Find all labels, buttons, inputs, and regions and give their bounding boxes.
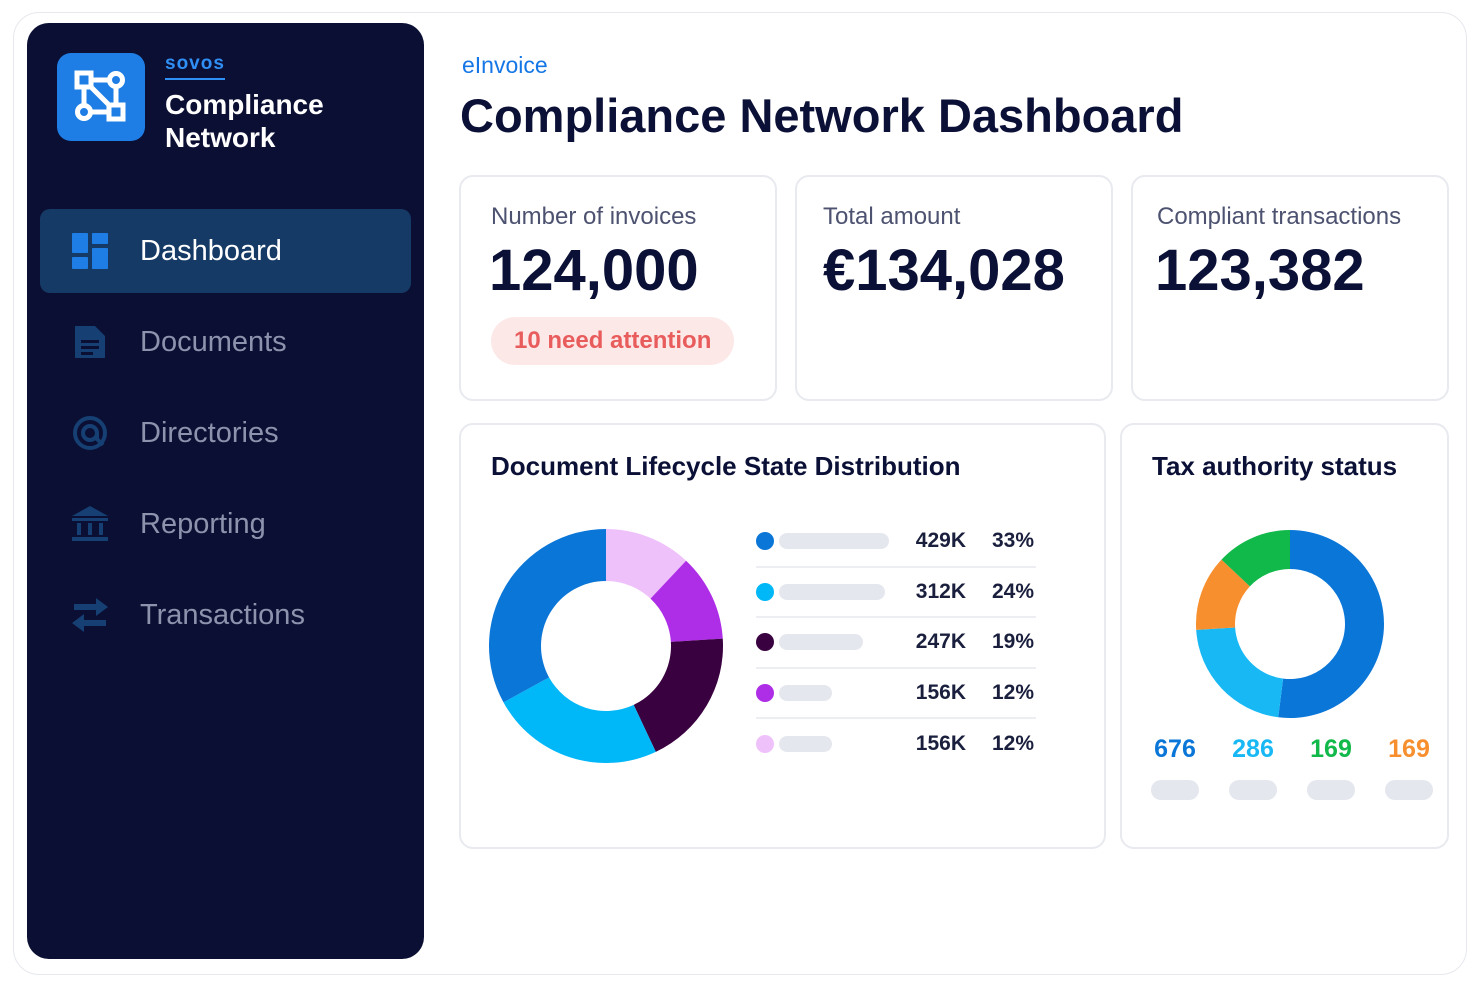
brand[interactable]: sovos Compliance Network xyxy=(57,53,324,154)
legend-bar xyxy=(779,634,863,651)
lifecycle-donut-slice[interactable] xyxy=(503,677,656,763)
kpi-card-compliant-transactions[interactable]: Compliant transactions 123,382 xyxy=(1131,175,1449,401)
product-name-line1: Compliance xyxy=(165,89,324,120)
page-title: Compliance Network Dashboard xyxy=(460,89,1184,142)
tax-value: 286 xyxy=(1232,735,1274,763)
directory-at-icon xyxy=(70,413,110,453)
tax-pill xyxy=(1229,780,1277,800)
tax-value: 169 xyxy=(1310,735,1352,763)
tax-pill xyxy=(1151,780,1199,800)
tax-pill xyxy=(1385,780,1433,800)
kpi-label: Total amount xyxy=(823,203,961,230)
product-name-line2: Network xyxy=(165,122,276,153)
lifecycle-legend: 429K 33% 312K 24% 247K 19% 156K 12% 156K… xyxy=(756,517,1036,770)
legend-row[interactable]: 429K 33% xyxy=(756,517,1036,568)
chart-title: Tax authority status xyxy=(1152,451,1398,481)
kpi-label: Number of invoices xyxy=(491,203,697,230)
chart-title: Document Lifecycle State Distribution xyxy=(491,451,961,481)
attention-badge[interactable]: 10 need attention xyxy=(491,317,735,365)
lifecycle-donut-slice[interactable] xyxy=(650,560,723,642)
kpi-card-total-amount[interactable]: Total amount €134,028 xyxy=(795,175,1113,401)
breadcrumb[interactable]: eInvoice xyxy=(462,52,548,78)
tax-donut-slice[interactable] xyxy=(1278,530,1384,718)
legend-bar xyxy=(779,533,889,550)
company-name: sovos xyxy=(165,53,225,80)
lifecycle-donut-slice[interactable] xyxy=(606,529,687,599)
swap-arrows-icon xyxy=(70,595,110,635)
legend-dot xyxy=(756,633,774,652)
legend-value: 312K xyxy=(915,579,966,603)
kpi-label: Compliant transactions xyxy=(1157,203,1402,230)
legend-bar xyxy=(779,583,885,600)
legend-percent: 12% xyxy=(991,680,1034,704)
legend-dot xyxy=(756,735,774,754)
sidebar-item-reporting[interactable]: Reporting xyxy=(40,482,411,566)
legend-dot xyxy=(756,532,774,551)
tax-donut-slice[interactable] xyxy=(1196,627,1284,718)
legend-value: 247K xyxy=(915,630,966,654)
tax-value: 169 xyxy=(1388,735,1430,763)
sidebar-item-label: Documents xyxy=(140,325,287,358)
lifecycle-donut-slice[interactable] xyxy=(633,638,723,752)
legend-percent: 12% xyxy=(991,732,1034,756)
lifecycle-chart-card: Document Lifecycle State Distribution 42… xyxy=(459,423,1106,849)
network-nodes-icon xyxy=(57,53,145,141)
tax-stat[interactable]: 286 xyxy=(1220,735,1286,800)
sidebar-item-label: Dashboard xyxy=(140,234,282,267)
sidebar: sovos Compliance Network Dashboard xyxy=(27,23,424,959)
tax-stat[interactable]: 169 xyxy=(1376,735,1442,800)
sidebar-item-directories[interactable]: Directories xyxy=(40,391,411,475)
tax-stat[interactable]: 169 xyxy=(1298,735,1364,800)
sidebar-item-label: Reporting xyxy=(140,507,266,540)
tax-stat[interactable]: 676 xyxy=(1142,735,1208,800)
sidebar-item-label: Directories xyxy=(140,416,279,449)
document-icon xyxy=(70,322,110,362)
tax-value: 676 xyxy=(1154,735,1196,763)
legend-percent: 24% xyxy=(991,579,1034,603)
tax-status-card: Tax authority status 676 286 169 169 xyxy=(1120,423,1449,849)
legend-percent: 19% xyxy=(991,630,1034,654)
legend-value: 156K xyxy=(915,680,966,704)
tax-donut-chart xyxy=(1196,530,1384,718)
kpi-card-invoices[interactable]: Number of invoices 124,000 10 need atten… xyxy=(459,175,777,401)
bank-building-icon xyxy=(70,504,110,544)
sidebar-item-transactions[interactable]: Transactions xyxy=(40,573,411,657)
kpi-value: 123,382 xyxy=(1155,238,1365,303)
legend-bar xyxy=(779,684,832,701)
lifecycle-donut-slice[interactable] xyxy=(489,529,606,703)
legend-row[interactable]: 156K 12% xyxy=(756,719,1036,770)
tax-pill xyxy=(1307,780,1355,800)
kpi-value: €134,028 xyxy=(823,238,1065,303)
legend-dot xyxy=(756,683,774,702)
sidebar-item-documents[interactable]: Documents xyxy=(40,300,411,384)
dashboard-grid-icon xyxy=(70,231,110,271)
tax-donut-slice[interactable] xyxy=(1196,559,1250,630)
sidebar-item-label: Transactions xyxy=(140,598,305,631)
legend-dot xyxy=(756,582,774,601)
legend-row[interactable]: 312K 24% xyxy=(756,568,1036,618)
legend-row[interactable]: 247K 19% xyxy=(756,618,1036,669)
tax-donut-slice[interactable] xyxy=(1221,530,1290,587)
legend-value: 156K xyxy=(915,732,966,756)
lifecycle-donut-chart xyxy=(489,529,723,763)
sidebar-item-dashboard[interactable]: Dashboard xyxy=(40,209,411,293)
tax-values: 676 286 169 169 xyxy=(1142,735,1442,800)
sidebar-nav: Dashboard Documents Directo xyxy=(40,209,411,664)
legend-row[interactable]: 156K 12% xyxy=(756,669,1036,719)
legend-percent: 33% xyxy=(991,529,1034,553)
legend-bar xyxy=(779,736,832,753)
kpi-value: 124,000 xyxy=(489,238,699,303)
legend-value: 429K xyxy=(915,529,966,553)
